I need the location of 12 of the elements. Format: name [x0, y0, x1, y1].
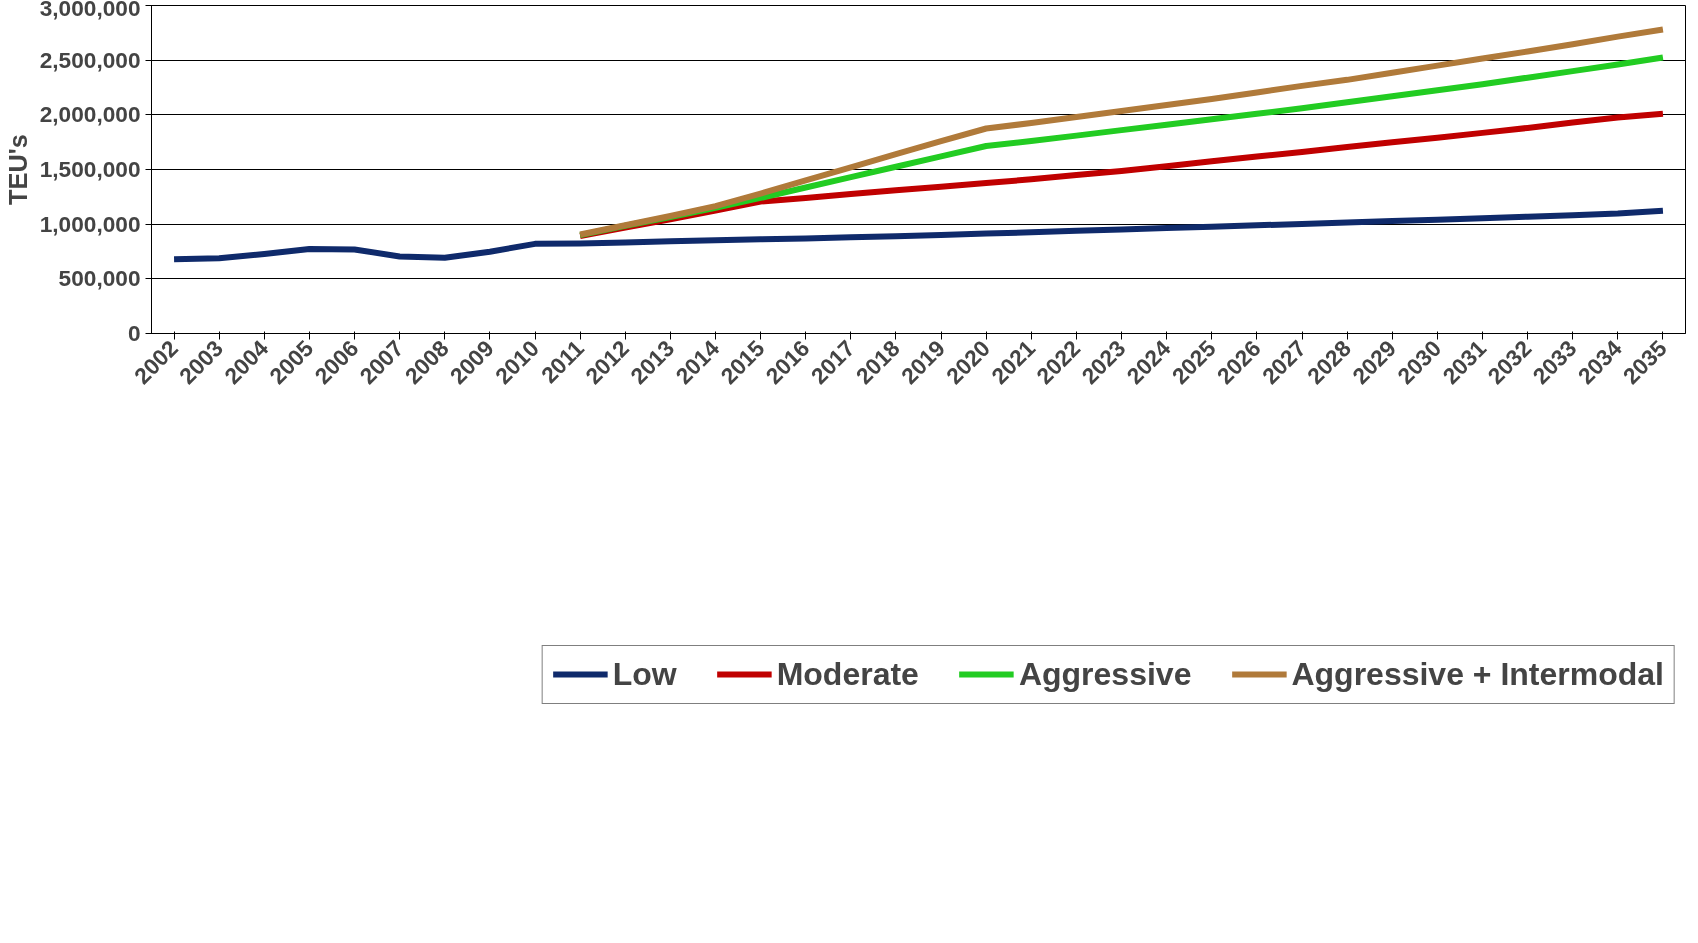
- y-tick-label: 1,000,000: [39, 210, 141, 237]
- y-tick-label: 1,500,000: [39, 156, 141, 182]
- y-tick-label: 2,000,000: [39, 101, 141, 128]
- y-tick-label: 500,000: [58, 265, 141, 292]
- y-tick-label: 0: [127, 320, 141, 346]
- legend-label: Aggressive: [1018, 655, 1192, 693]
- legend-label: Moderate: [776, 655, 919, 693]
- legend-label: Low: [612, 655, 677, 693]
- y-tick-label: 3,000,000: [39, 0, 141, 21]
- legend-label: Aggressive + Intermodal: [1291, 655, 1664, 693]
- y-tick-label: 2,500,000: [39, 46, 141, 73]
- y-axis-title: TEU's: [3, 134, 32, 205]
